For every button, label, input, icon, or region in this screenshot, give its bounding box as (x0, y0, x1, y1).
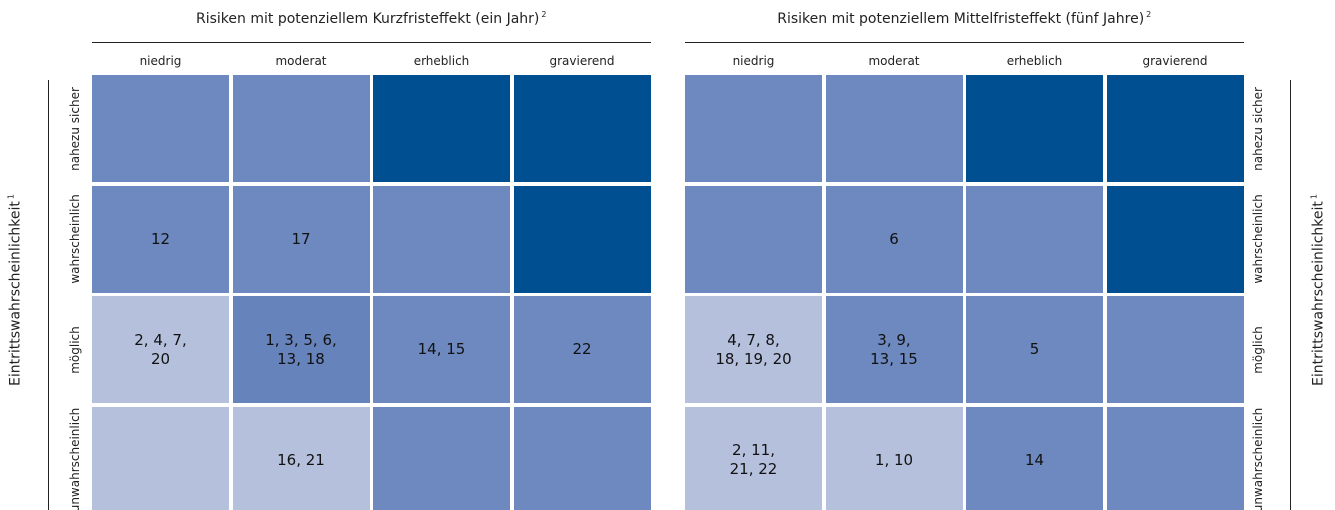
title-note: 2 (1146, 10, 1152, 19)
column-header: erheblich (1006, 54, 1063, 68)
risk-cell: 12 (92, 185, 229, 293)
axis-rule (1290, 80, 1291, 510)
row-label: möglich (1251, 325, 1265, 374)
cell-line: 3, 9, (877, 330, 911, 349)
risk-cell: 14, 15 (373, 296, 510, 403)
risk-cell (373, 406, 510, 510)
risk-cell: 17 (232, 185, 370, 293)
title-rule (685, 42, 1244, 43)
risk-cell: 2, 4, 7, 20 (92, 296, 229, 403)
cell-line: 13, 18 (277, 349, 325, 368)
risk-cell: 16, 21 (232, 406, 370, 510)
cell-line: 2, 11, (732, 441, 775, 459)
cell-line: 1, 10 (874, 450, 914, 469)
title-text: Risiken mit potenziellem Mittelfristeffe… (777, 11, 1145, 27)
cell-line: 20 (150, 349, 171, 368)
cell-line: 18, 19, 20 (715, 349, 792, 368)
risk-cell (685, 185, 822, 293)
risk-cell (1106, 296, 1244, 403)
column-header: gravierend (1142, 54, 1208, 68)
risk-cell: 1, 10 (825, 406, 963, 510)
cell-line: 16, 21 (277, 450, 325, 469)
risk-cell (513, 185, 651, 293)
axis-label: Eintrittswahrscheinlichkeit1 (7, 194, 24, 386)
row-label: nahezu sicher (68, 86, 82, 171)
axis-rule (48, 80, 49, 510)
risk-cell (1106, 185, 1244, 293)
column-header: moderat (868, 54, 920, 68)
row-label: unwahrscheinlich (68, 407, 82, 510)
column-header: gravierend (549, 54, 615, 68)
axis-note: 1 (1309, 194, 1319, 200)
cell-line: 21, 22 (729, 460, 778, 478)
risk-cell (232, 75, 370, 182)
row-label: unwahrscheinlich (1251, 407, 1265, 510)
risk-cell (92, 75, 229, 182)
risk-cell (966, 185, 1103, 293)
cell-line: 12 (150, 229, 171, 248)
risk-cell: 2, 11, 21, 22 (685, 406, 822, 510)
column-header: moderat (275, 54, 327, 68)
matrix-title: Risiken mit potenziellem Mittelfristeffe… (685, 10, 1244, 27)
risk-cell (373, 75, 510, 182)
axis-text: Eintrittswahrscheinlichkeit (1310, 201, 1327, 386)
risk-cell (966, 75, 1103, 182)
axis-note: 1 (6, 194, 16, 200)
risk-cell: 4, 7, 8, 18, 19, 20 (685, 296, 822, 403)
cell-line: 2, 4, 7, (134, 330, 187, 349)
cell-line: 5 (1029, 340, 1040, 358)
cell-line: 22 (572, 340, 592, 358)
title-text: Risiken mit potenziellem Kurzfristeffekt… (196, 11, 540, 27)
row-label: nahezu sicher (1251, 86, 1265, 171)
cell-line: 6 (889, 229, 899, 248)
risk-cell (1106, 406, 1244, 510)
risk-cell (825, 75, 963, 182)
row-label: wahrscheinlich (68, 194, 82, 284)
risk-cell (685, 75, 822, 182)
row-label: wahrscheinlich (1251, 194, 1265, 284)
cell-line: 14, 15 (417, 340, 466, 358)
title-rule (92, 42, 651, 43)
risk-cell: 5 (966, 296, 1103, 403)
risk-cell: 3, 9, 13, 15 (825, 296, 963, 403)
risk-cell: 6 (825, 185, 963, 293)
risk-cell: 14 (966, 406, 1103, 510)
title-note: 2 (541, 10, 547, 19)
risk-cell (513, 75, 651, 182)
column-header: erheblich (413, 54, 470, 68)
risk-cell (513, 406, 651, 510)
row-label: möglich (68, 325, 82, 374)
risk-cell: 22 (513, 296, 651, 403)
cell-line: 14 (1024, 450, 1045, 469)
risk-cell (1106, 75, 1244, 182)
cell-line: 13, 15 (870, 349, 918, 368)
column-header: niedrig (139, 54, 182, 68)
axis-label: Eintrittswahrscheinlichkeit1 (1310, 194, 1327, 386)
risk-cell: 1, 3, 5, 6, 13, 18 (232, 296, 370, 403)
axis-text: Eintrittswahrscheinlichkeit (7, 201, 24, 386)
cell-line: 1, 3, 5, 6, (265, 330, 337, 349)
cell-line: 4, 7, 8, (727, 330, 780, 349)
matrix-title: Risiken mit potenziellem Kurzfristeffekt… (92, 10, 651, 27)
column-header: niedrig (732, 54, 775, 68)
cell-line: 17 (291, 229, 311, 248)
risk-cell (92, 406, 229, 510)
risk-cell (373, 185, 510, 293)
